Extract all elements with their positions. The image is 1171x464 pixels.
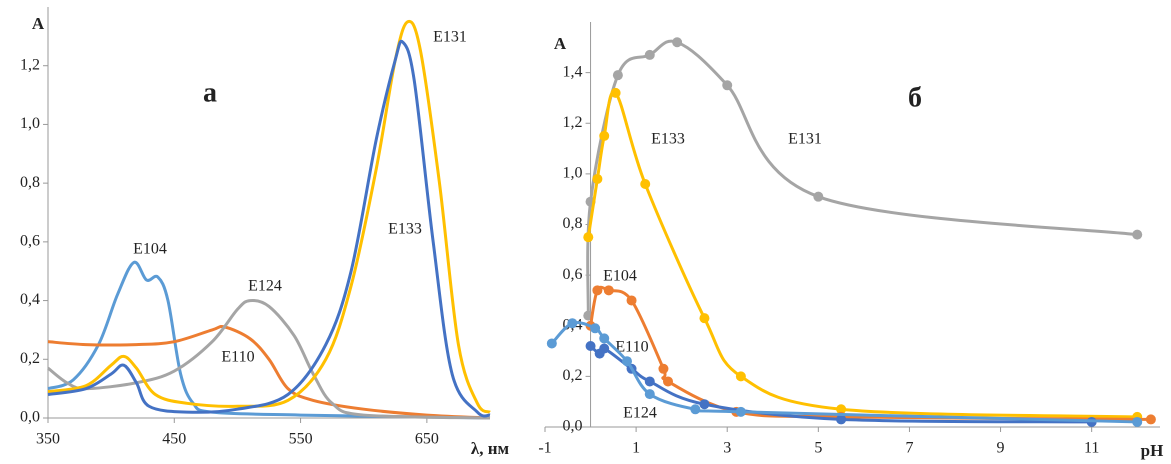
series-label: E124 <box>623 405 657 422</box>
y-tick-label: 1,4 <box>563 63 583 80</box>
point <box>622 356 632 367</box>
y-tick-label: 0,6 <box>20 233 40 250</box>
series-line <box>47 260 491 420</box>
y-tick-label: 1,0 <box>20 115 40 132</box>
series-label: E133 <box>651 131 685 148</box>
x-tick-label: 5 <box>814 440 822 457</box>
point <box>644 376 655 387</box>
point <box>626 295 637 306</box>
series-line <box>47 298 491 420</box>
point <box>699 313 710 324</box>
series-line <box>47 19 491 414</box>
point <box>644 49 655 60</box>
series-label: E110 <box>221 349 254 366</box>
series-line <box>47 324 491 420</box>
point <box>612 70 623 81</box>
y-tick-label: 0,2 <box>563 367 583 384</box>
point <box>583 232 594 243</box>
x-axis-label: pH <box>1141 441 1164 460</box>
series-label: E110 <box>615 339 648 356</box>
point <box>813 191 824 202</box>
point <box>599 343 610 354</box>
x-tick-label: 11 <box>1084 440 1099 457</box>
point <box>699 399 710 410</box>
y-tick-label: 0,8 <box>20 174 40 191</box>
point <box>836 414 847 425</box>
point <box>735 406 746 417</box>
x-tick-label: 650 <box>415 431 439 448</box>
x-tick-label: -1 <box>538 440 551 457</box>
y-tick-label: 1,2 <box>563 114 583 131</box>
point <box>672 37 683 48</box>
point <box>546 338 557 349</box>
point <box>663 376 673 387</box>
point <box>610 87 621 98</box>
x-axis-label: λ, нм <box>471 439 510 458</box>
point <box>567 318 578 329</box>
panel-title: а <box>203 77 217 108</box>
point <box>1132 416 1143 427</box>
point <box>640 179 651 189</box>
series-line <box>550 321 1138 424</box>
x-tick-label: 450 <box>162 431 186 448</box>
x-tick-label: 9 <box>997 440 1005 457</box>
y-axis-label: A <box>554 34 567 53</box>
series-label: E104 <box>133 241 167 258</box>
series-label: E124 <box>248 278 282 295</box>
point <box>836 404 847 415</box>
series-line <box>586 39 1138 316</box>
y-tick-label: 0,2 <box>20 350 40 367</box>
point <box>735 371 746 382</box>
y-tick-label: 0,6 <box>563 266 583 283</box>
point <box>592 285 603 296</box>
series-label: E133 <box>388 221 422 238</box>
point <box>603 285 614 296</box>
y-tick-label: 0,0 <box>563 418 583 435</box>
point <box>585 341 596 351</box>
series-line <box>589 285 1151 421</box>
series-line <box>586 90 1138 419</box>
point <box>644 389 655 400</box>
x-tick-label: 350 <box>36 431 60 448</box>
point <box>592 173 603 184</box>
point <box>599 333 610 344</box>
series-label: E131 <box>788 131 822 148</box>
y-tick-label: 0,8 <box>563 215 583 232</box>
x-tick-label: 550 <box>289 431 313 448</box>
x-tick-label: 7 <box>905 440 913 457</box>
y-tick-label: 0,4 <box>20 291 40 308</box>
point <box>658 363 669 374</box>
point <box>690 404 701 415</box>
x-tick-label: 1 <box>632 440 640 457</box>
point <box>1132 229 1143 240</box>
series-line <box>47 39 491 418</box>
x-tick-label: 3 <box>723 440 731 457</box>
series-label: E131 <box>433 29 467 46</box>
series-label: E104 <box>603 268 637 285</box>
y-axis-label: A <box>32 14 45 33</box>
point <box>722 80 733 91</box>
point <box>1145 414 1156 425</box>
point <box>590 323 601 334</box>
panel-title: б <box>908 82 922 113</box>
y-tick-label: 1,0 <box>563 165 583 182</box>
y-tick-label: 0,0 <box>20 409 40 426</box>
y-tick-label: 1,2 <box>20 56 40 73</box>
point <box>599 130 610 141</box>
